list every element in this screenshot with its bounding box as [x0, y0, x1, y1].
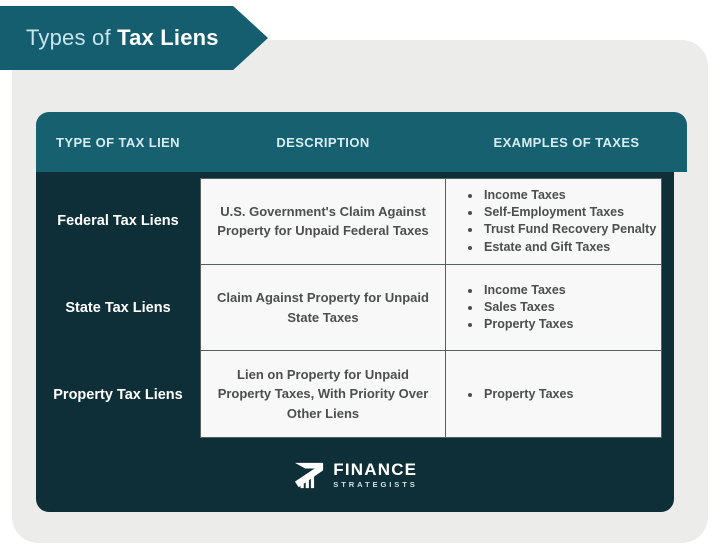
finance-strategists-icon: [295, 462, 324, 489]
lien-type-cell: Property Tax Liens: [53, 386, 183, 403]
table-row: Property Tax Liens Lien on Property for …: [36, 351, 674, 439]
examples-cell: Property Taxes: [446, 351, 662, 439]
description-cell: Claim Against Property for Unpaid State …: [200, 264, 446, 352]
page-title-regular: Types of: [26, 25, 118, 50]
table-header-row: TYPE OF TAX LIEN DESCRIPTION EXAMPLES OF…: [36, 112, 687, 172]
examples-list: Property Taxes: [446, 386, 573, 403]
logo-wordmark: FINANCE: [333, 460, 418, 480]
header-examples-of-taxes: EXAMPLES OF TAXES: [493, 134, 640, 150]
example-item: Income Taxes: [482, 187, 656, 204]
example-item: Income Taxes: [482, 282, 573, 299]
table-row: State Tax Liens Claim Against Property f…: [36, 264, 674, 352]
examples-cell: Income TaxesSelf-Employment TaxesTrust F…: [446, 178, 662, 265]
example-item: Property Taxes: [482, 316, 573, 333]
tax-liens-table: TYPE OF TAX LIEN DESCRIPTION EXAMPLES OF…: [36, 112, 687, 512]
header-type-of-tax-lien: TYPE OF TAX LIEN: [56, 134, 180, 150]
description-cell: Lien on Property for Unpaid Property Tax…: [200, 351, 446, 439]
example-item: Sales Taxes: [482, 299, 573, 316]
table-rows: Federal Tax Liens U.S. Government's Clai…: [36, 178, 674, 439]
example-item: Self-Employment Taxes: [482, 204, 656, 221]
logo-text: FINANCE STRATEGISTS: [333, 461, 418, 489]
logo-tagline: STRATEGISTS: [333, 480, 418, 490]
lien-type-cell: State Tax Liens: [65, 300, 171, 316]
example-item: Property Taxes: [482, 386, 573, 403]
lien-type-cell: Federal Tax Liens: [57, 213, 179, 230]
table-footer: FINANCE STRATEGISTS: [36, 438, 674, 512]
example-item: Trust Fund Recovery Penalty: [482, 221, 656, 238]
table-row: Federal Tax Liens U.S. Government's Clai…: [36, 178, 674, 265]
example-item: Estate and Gift Taxes: [482, 239, 656, 256]
page-title: Types of Tax Liens: [0, 25, 219, 51]
table-body: Federal Tax Liens U.S. Government's Clai…: [36, 172, 674, 512]
title-banner: Types of Tax Liens: [0, 6, 268, 70]
header-description: DESCRIPTION: [276, 134, 370, 150]
page-title-bold: Tax Liens: [117, 25, 219, 50]
finance-strategists-logo: FINANCE STRATEGISTS: [292, 460, 418, 490]
description-cell: U.S. Government's Claim Against Property…: [200, 178, 446, 265]
examples-list: Income TaxesSelf-Employment TaxesTrust F…: [446, 187, 656, 256]
